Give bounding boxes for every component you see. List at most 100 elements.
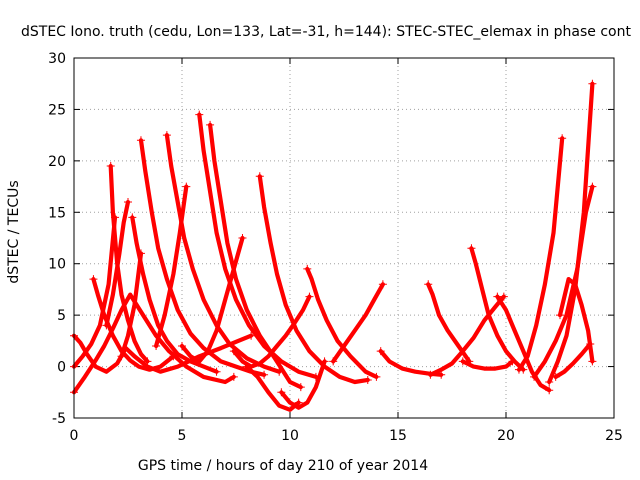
data-point-marker — [247, 331, 256, 340]
data-point-marker — [294, 398, 303, 407]
data-point-marker — [102, 321, 111, 330]
chart-title: dSTEC Iono. truth (cedu, Lon=133, Lat=-3… — [21, 24, 631, 40]
data-point-marker — [493, 292, 502, 301]
data-point-marker — [556, 311, 564, 320]
series-trace — [257, 174, 370, 385]
series-trace — [179, 235, 245, 364]
data-point-marker — [178, 342, 186, 350]
series-trace — [130, 215, 219, 374]
series-pass-08 — [128, 213, 221, 376]
data-point-marker — [305, 292, 314, 301]
x-axis-label: GPS time / hours of day 210 of year 2014 — [138, 458, 428, 474]
series-pass-26 — [493, 292, 554, 395]
series-trace — [71, 292, 236, 395]
series-trace — [279, 359, 327, 410]
data-point-marker — [229, 347, 238, 356]
data-point-marker — [545, 378, 554, 386]
x-tick-label: 20 — [497, 428, 515, 444]
data-point-marker — [424, 280, 433, 289]
data-point-marker — [545, 386, 554, 395]
data-point-marker — [426, 370, 435, 379]
series-pass-20 — [329, 280, 387, 366]
x-tick-label: 15 — [389, 428, 407, 444]
x-tick-label: 0 — [70, 428, 79, 444]
series-pass-07 — [117, 249, 145, 361]
data-point-marker — [372, 372, 381, 381]
series-trace — [119, 251, 144, 359]
x-tick-label: 10 — [281, 428, 299, 444]
data-point-marker — [467, 244, 476, 253]
series-trace — [108, 163, 150, 364]
series-trace — [378, 349, 444, 377]
series-pass-04 — [89, 275, 178, 372]
data-point-marker — [277, 388, 286, 397]
series-pass-27 — [514, 134, 567, 374]
data-point-marker — [169, 352, 178, 361]
series-pass-13 — [206, 120, 305, 392]
data-point-marker — [136, 136, 145, 145]
data-point-marker — [195, 110, 204, 119]
data-point-marker — [458, 357, 467, 366]
series-trace — [305, 266, 379, 379]
data-point-marker — [586, 339, 595, 348]
x-tick-label: 25 — [605, 428, 623, 444]
series-trace — [71, 215, 118, 369]
data-point-marker — [558, 134, 567, 143]
series-pass-30 — [556, 277, 597, 366]
data-point-marker — [320, 357, 329, 366]
data-point-marker — [124, 198, 132, 206]
data-point-marker — [329, 357, 338, 366]
y-tick-label: 25 — [48, 102, 66, 118]
series-trace — [164, 133, 282, 374]
series-pass-06 — [102, 198, 132, 330]
data-point-marker — [303, 264, 312, 273]
data-point-marker — [229, 372, 238, 381]
data-point-marker — [363, 375, 372, 384]
y-tick-label: 5 — [57, 308, 66, 324]
series-trace — [231, 294, 312, 369]
data-point-marker — [437, 370, 446, 379]
series-trace — [428, 294, 506, 377]
data-point-marker — [182, 182, 191, 191]
data-point-marker — [89, 275, 98, 284]
data-point-marker — [143, 357, 152, 366]
x-tick-label: 5 — [178, 428, 187, 444]
series-pass-15 — [255, 172, 372, 385]
data-point-marker — [378, 280, 387, 289]
series-trace — [557, 277, 595, 364]
series-pass-09 — [136, 136, 269, 379]
data-point-marker — [212, 367, 221, 376]
series-trace — [516, 136, 565, 372]
y-tick-label: 30 — [48, 51, 66, 67]
series-pass-29 — [545, 79, 597, 386]
y-tick-label: 15 — [48, 205, 66, 221]
data-point-marker — [551, 372, 560, 381]
series-pass-14 — [178, 234, 247, 364]
series-pass-22 — [424, 280, 474, 366]
y-tick-label: -5 — [52, 411, 66, 427]
series-pass-18 — [303, 264, 381, 381]
series-trace — [331, 282, 385, 364]
series-pass-19 — [277, 357, 329, 410]
series-pass-11 — [152, 182, 191, 350]
series-pass-31 — [551, 339, 595, 381]
data-point-marker — [106, 162, 115, 170]
series-trace — [197, 112, 318, 379]
y-tick-label: 0 — [57, 360, 66, 376]
data-point-marker — [128, 213, 137, 222]
data-point-marker — [588, 357, 597, 366]
series-trace — [547, 81, 595, 385]
series-trace — [208, 122, 303, 390]
data-point-marker — [152, 342, 161, 350]
series-trace — [460, 359, 515, 371]
data-point-marker — [255, 172, 264, 181]
series-pass-05 — [106, 162, 152, 366]
series-pass-17 — [229, 292, 314, 369]
data-point-marker — [508, 357, 517, 366]
series-trace — [154, 184, 189, 349]
data-point-marker — [588, 79, 597, 88]
y-axis-label: dSTEC / TECUs — [6, 180, 22, 283]
series-trace — [469, 246, 526, 372]
